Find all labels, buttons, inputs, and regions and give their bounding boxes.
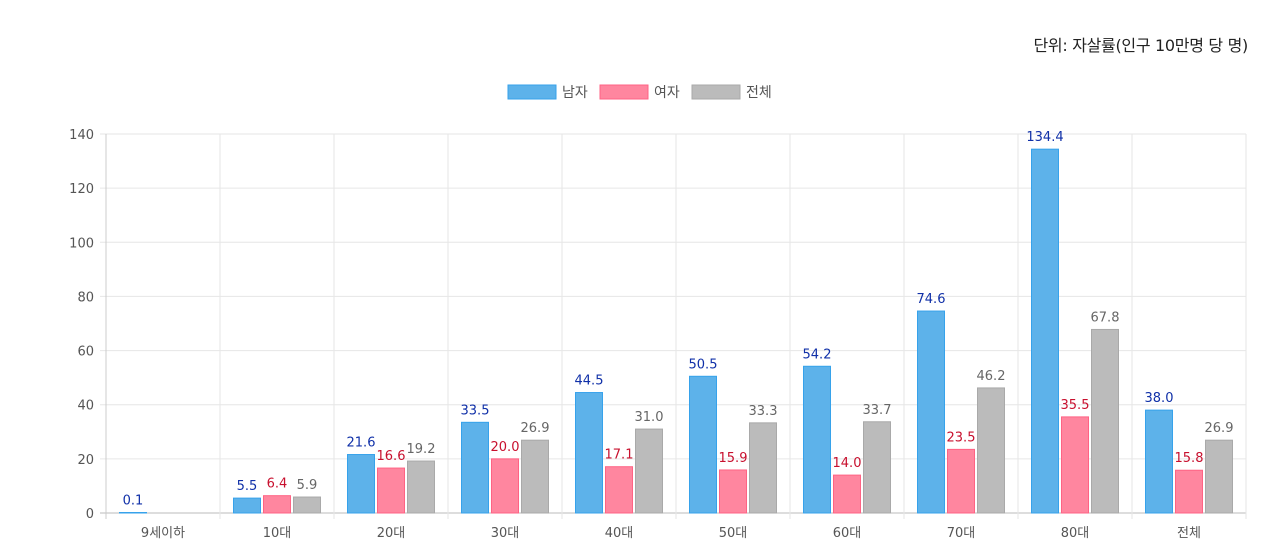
x-tick-label: 70대 [947, 526, 976, 541]
data-label-total: 26.9 [521, 421, 550, 436]
legend-swatch-female[interactable] [599, 84, 649, 100]
data-label-total: 31.0 [635, 410, 664, 425]
data-label-male: 44.5 [575, 374, 604, 389]
data-label-male: 0.1 [123, 494, 144, 509]
bar-male[interactable] [233, 497, 261, 514]
y-tick-label: 140 [69, 128, 94, 143]
data-label-female: 15.8 [1175, 451, 1204, 466]
bar-male[interactable] [1145, 409, 1173, 514]
bar-total[interactable] [977, 387, 1005, 514]
data-label-male: 54.2 [803, 347, 832, 362]
x-tick-label: 전체 [1177, 526, 1201, 541]
y-tick-label: 40 [77, 399, 94, 414]
bars [119, 148, 1233, 514]
bar-male[interactable] [461, 421, 489, 514]
data-label-male: 5.5 [237, 479, 258, 494]
bar-female[interactable] [605, 466, 633, 514]
bar-male[interactable] [689, 375, 717, 514]
data-labels: 0.1 5.5 21.6 33.5 44.5 50.5 54.2 74.6 134.4 38.0 6… [123, 130, 1234, 508]
data-label-female: 23.5 [947, 430, 976, 445]
data-label-total: 46.2 [977, 369, 1006, 384]
legend-label-total[interactable]: 전체 [746, 85, 772, 101]
bar-female[interactable] [1175, 469, 1203, 514]
data-label-male: 134.4 [1026, 130, 1063, 145]
bar-female[interactable] [491, 458, 519, 514]
bar-total[interactable] [1205, 439, 1233, 514]
x-tick-label: 80대 [1061, 526, 1090, 541]
data-label-female: 20.0 [491, 440, 520, 455]
x-tick-label: 60대 [833, 526, 862, 541]
x-axis-ticks: 9세이하 10대 20대 30대 40대 50대 60대 70대 80대 전체 [141, 526, 1201, 541]
data-label-total: 5.9 [297, 478, 318, 493]
bar-total[interactable] [521, 439, 549, 514]
bar-female[interactable] [833, 474, 861, 514]
data-label-male: 50.5 [689, 357, 718, 372]
y-tick-label: 0 [86, 507, 94, 522]
x-tick-label: 20대 [377, 526, 406, 541]
unit-note: 단위: 자살률(인구 10만명 당 명) [1033, 36, 1249, 55]
bar-female[interactable] [719, 469, 747, 514]
data-label-female: 6.4 [267, 477, 288, 492]
bar-total[interactable] [635, 428, 663, 514]
bar-total[interactable] [1091, 328, 1119, 514]
bar-total[interactable] [749, 422, 777, 514]
data-label-total: 19.2 [407, 442, 436, 457]
y-tick-label: 20 [77, 453, 94, 468]
bar-male[interactable] [575, 392, 603, 514]
y-tick-label: 60 [77, 345, 94, 360]
data-label-female: 16.6 [377, 449, 406, 464]
data-label-male: 33.5 [461, 403, 490, 418]
data-label-female: 14.0 [833, 456, 862, 471]
x-tick-label: 30대 [491, 526, 520, 541]
data-label-male: 74.6 [917, 292, 946, 307]
bar-male[interactable] [119, 512, 147, 514]
data-label-total: 26.9 [1205, 421, 1234, 436]
bar-male[interactable] [1031, 148, 1059, 514]
x-tick-label: 50대 [719, 526, 748, 541]
bar-female[interactable] [947, 448, 975, 514]
legend-label-female[interactable]: 여자 [654, 85, 680, 101]
bar-total[interactable] [407, 460, 435, 514]
data-label-female: 17.1 [605, 448, 634, 463]
y-tick-label: 100 [69, 236, 94, 251]
data-label-total: 33.3 [749, 404, 778, 419]
x-tick-label: 9세이하 [141, 526, 185, 541]
y-tick-label: 120 [69, 182, 94, 197]
legend[interactable]: 남자 여자 전체 [507, 84, 772, 101]
bar-female[interactable] [263, 495, 291, 514]
data-label-total: 67.8 [1091, 310, 1120, 325]
bar-total[interactable] [293, 496, 321, 514]
data-label-male: 38.0 [1145, 391, 1174, 406]
x-tick-label: 40대 [605, 526, 634, 541]
legend-swatch-total[interactable] [691, 84, 741, 100]
bar-male[interactable] [917, 310, 945, 514]
bar-male[interactable] [347, 454, 375, 514]
y-tick-label: 80 [77, 290, 94, 305]
data-label-male: 21.6 [347, 436, 376, 451]
y-axis-ticks: 0 20 40 60 80 100 120 140 [69, 128, 94, 522]
bar-female[interactable] [377, 467, 405, 514]
x-tick-label: 10대 [263, 526, 292, 541]
bar-female[interactable] [1061, 416, 1089, 514]
data-label-female: 15.9 [719, 451, 748, 466]
data-label-female: 35.5 [1061, 398, 1090, 413]
bar-total[interactable] [863, 421, 891, 514]
data-label-total: 33.7 [863, 403, 892, 418]
legend-label-male[interactable]: 남자 [562, 85, 588, 101]
bar-male[interactable] [803, 365, 831, 514]
legend-swatch-male[interactable] [507, 84, 557, 100]
